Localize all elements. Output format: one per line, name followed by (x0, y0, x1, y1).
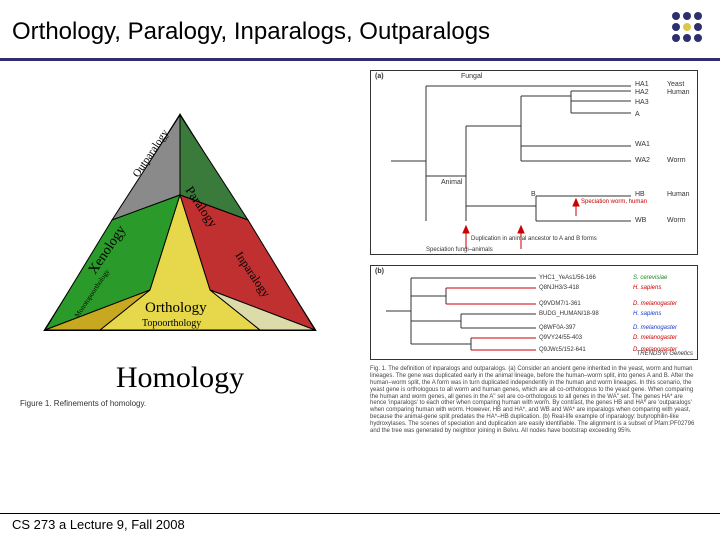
leaf-a: WA2 (635, 157, 650, 164)
panel-b: (b) (370, 265, 698, 360)
arrow-speciation: Speciation worm, human (581, 199, 647, 205)
slide: Orthology, Paralogy, Inparalogs, Outpara… (0, 0, 720, 540)
acc-row: BUDG_HUMAN/18-98 (539, 311, 599, 317)
svg-text:Orthology: Orthology (145, 300, 207, 316)
tree-figure: (a) Fungal Animal B (370, 70, 700, 510)
homology-figure: Outparalogy Paralogy Xenology Inparalogy… (20, 100, 340, 408)
trends-label: TRENDS in Genetics (637, 351, 693, 357)
leaf-a: WA1 (635, 141, 650, 148)
acc-row: YHC1_YeAs1/56-166 (539, 275, 596, 281)
leaf-a: HA2 (635, 89, 649, 96)
footer-text: CS 273 a Lecture 9, Fall 2008 (12, 517, 185, 532)
slide-title: Orthology, Paralogy, Inparalogs, Outpara… (12, 18, 708, 46)
homology-triangle: Outparalogy Paralogy Xenology Inparalogy… (20, 100, 340, 350)
leaf-a: HA1 (635, 81, 649, 88)
title-rule (0, 58, 720, 61)
leaf-a: A (635, 111, 640, 118)
arrow-spec-fungi: Speciation fungi–animals (426, 247, 493, 253)
acc-row: Q9JWc5/152-641 (539, 347, 586, 353)
acc-row: Q8NJH3/3-418 (539, 285, 579, 291)
homology-caption: Figure 1. Refinements of homology. (20, 399, 340, 408)
leaf-a: HB (635, 191, 645, 198)
svg-text:Topoorthology: Topoorthology (142, 318, 201, 329)
title-bar: Orthology, Paralogy, Inparalogs, Outpara… (12, 18, 708, 46)
acc-row: Q8WF0A-397 (539, 325, 576, 331)
leaf-a: HA3 (635, 99, 649, 106)
footer-rule (0, 513, 720, 514)
leaf-a: WB (635, 217, 646, 224)
panel-a: (a) Fungal Animal B (370, 70, 698, 255)
figure-caption: Fig. 1. The definition of inparalogs and… (370, 366, 698, 435)
acc-row: Q9VY24/55-403 (539, 335, 582, 341)
homology-label: Homology (20, 361, 340, 395)
arrow-duplication: Duplication in animal ancestor to A and … (471, 236, 597, 242)
acc-row: Q9VDM7/1-361 (539, 301, 581, 307)
